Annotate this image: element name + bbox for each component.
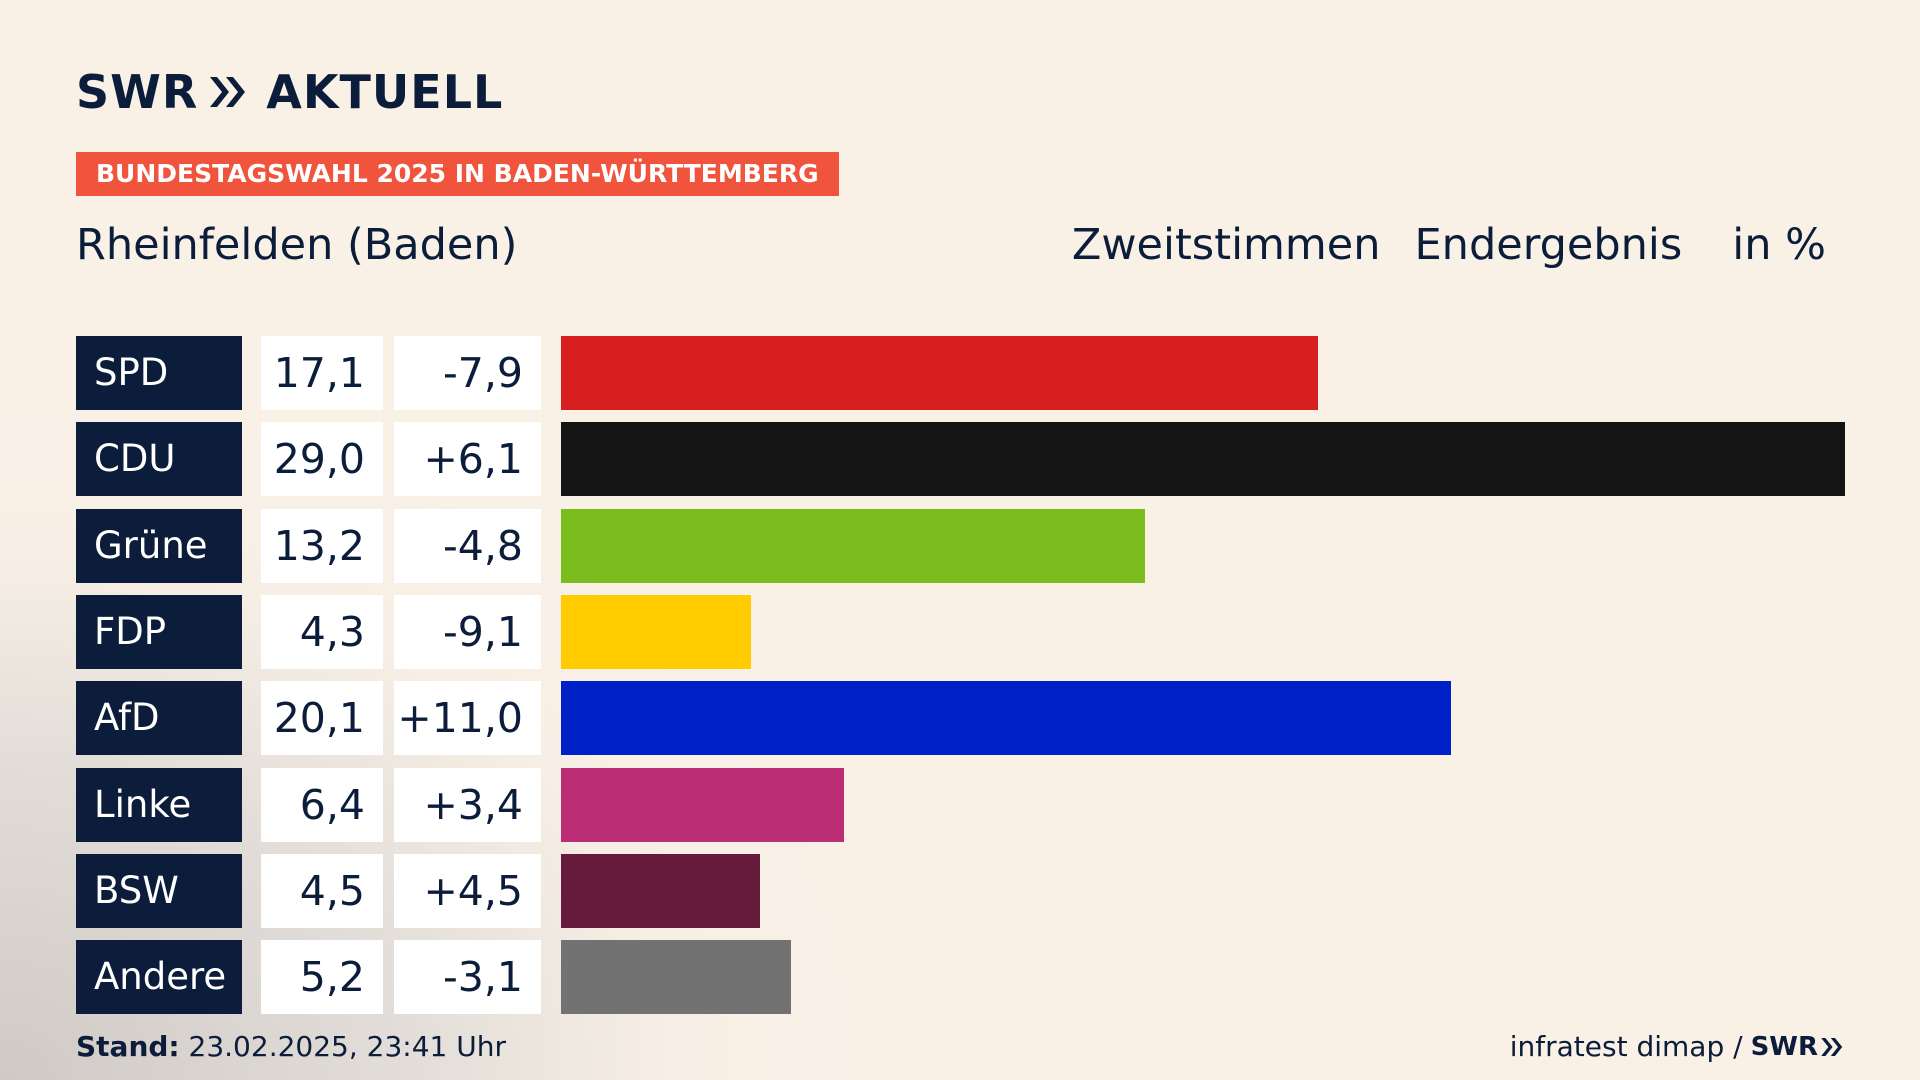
- party-bar: [561, 422, 1845, 497]
- party-change: +6,1: [394, 422, 541, 497]
- party-bar: [561, 594, 752, 669]
- party-value: 6,4: [261, 767, 383, 842]
- party-name: SPD: [76, 336, 242, 410]
- result-status-label: Endergebnis: [1414, 220, 1683, 270]
- chart-meta: Zweitstimmen Endergebnis in %: [1072, 220, 1826, 270]
- party-change: +3,4: [394, 767, 541, 842]
- timestamp: Stand: 23.02.2025, 23:41 Uhr: [76, 1030, 506, 1063]
- party-name: BSW: [76, 853, 242, 928]
- party-name: Linke: [76, 767, 242, 842]
- source-credit: infratest dimap / SWR: [1510, 1030, 1844, 1063]
- party-value: 20,1: [261, 681, 383, 756]
- party-value: 29,0: [261, 422, 383, 497]
- party-value: 4,3: [261, 594, 383, 669]
- party-name: Grüne: [76, 508, 242, 583]
- party-bar: [561, 940, 792, 1015]
- party-name: Andere: [76, 940, 242, 1015]
- source-text: infratest dimap /: [1509, 1030, 1743, 1063]
- stand-label: Stand:: [76, 1030, 180, 1063]
- party-bar: [561, 853, 761, 928]
- vote-type-label: Zweitstimmen: [1071, 220, 1381, 270]
- party-change: -3,1: [394, 940, 541, 1015]
- double-chevron-small-icon: [1821, 1037, 1843, 1056]
- party-change: -4,8: [394, 508, 541, 583]
- swr-mini-logo: SWR: [1751, 1032, 1844, 1062]
- party-change: -7,9: [394, 336, 541, 410]
- party-name: AfD: [76, 681, 242, 756]
- party-value: 5,2: [261, 940, 383, 1015]
- place-title: Rheinfelden (Baden): [76, 220, 518, 270]
- mini-logo-text: SWR: [1750, 1031, 1818, 1062]
- party-bar: [561, 767, 845, 842]
- party-change: +11,0: [394, 681, 541, 756]
- party-bar: [561, 508, 1146, 583]
- party-bar: [561, 681, 1451, 756]
- party-value: 13,2: [261, 508, 383, 583]
- party-bar: [561, 336, 1319, 410]
- double-chevron-icon: [208, 74, 248, 110]
- party-name: FDP: [76, 594, 242, 669]
- party-name: CDU: [76, 422, 242, 497]
- party-value: 4,5: [261, 853, 383, 928]
- party-value: 17,1: [261, 336, 383, 410]
- stand-value: 23.02.2025, 23:41 Uhr: [188, 1030, 506, 1063]
- party-change: +4,5: [394, 853, 541, 928]
- election-badge: BUNDESTAGSWAHL 2025 IN BADEN-WÜRTTEMBERG: [76, 152, 839, 196]
- unit-label: in %: [1732, 220, 1826, 270]
- logo-swr-text: SWR: [76, 65, 199, 119]
- logo-aktuell-text: AKTUELL: [266, 65, 504, 119]
- party-change: -9,1: [394, 594, 541, 669]
- swr-aktuell-logo: SWR AKTUELL: [76, 65, 504, 119]
